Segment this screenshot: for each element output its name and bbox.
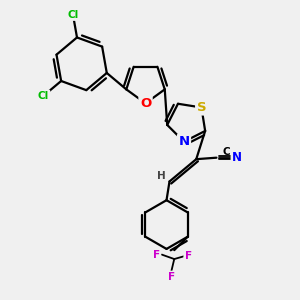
Text: N: N xyxy=(232,151,242,164)
Text: S: S xyxy=(196,101,206,114)
Text: O: O xyxy=(140,97,151,110)
Text: F: F xyxy=(153,250,160,260)
Text: H: H xyxy=(157,171,166,181)
Text: N: N xyxy=(178,135,190,148)
Text: F: F xyxy=(168,272,175,282)
Text: Cl: Cl xyxy=(38,91,49,101)
Text: C: C xyxy=(222,147,230,157)
Text: F: F xyxy=(185,251,192,261)
Text: Cl: Cl xyxy=(67,10,79,20)
